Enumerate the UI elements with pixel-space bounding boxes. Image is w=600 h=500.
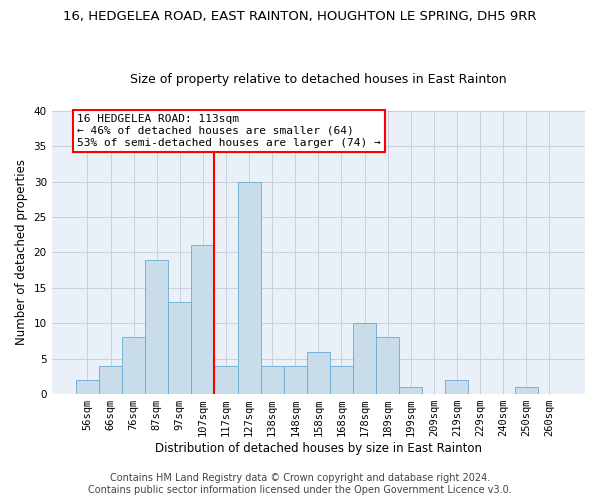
Bar xyxy=(168,302,191,394)
Y-axis label: Number of detached properties: Number of detached properties xyxy=(15,160,28,346)
Bar xyxy=(191,246,214,394)
Bar xyxy=(330,366,353,394)
Bar xyxy=(238,182,260,394)
Text: 16, HEDGELEA ROAD, EAST RAINTON, HOUGHTON LE SPRING, DH5 9RR: 16, HEDGELEA ROAD, EAST RAINTON, HOUGHTO… xyxy=(63,10,537,23)
Bar xyxy=(376,338,399,394)
Text: 16 HEDGELEA ROAD: 113sqm
← 46% of detached houses are smaller (64)
53% of semi-d: 16 HEDGELEA ROAD: 113sqm ← 46% of detach… xyxy=(77,114,381,148)
Bar xyxy=(260,366,284,394)
Bar xyxy=(515,387,538,394)
Bar xyxy=(307,352,330,394)
Bar xyxy=(399,387,422,394)
Bar xyxy=(445,380,469,394)
Bar xyxy=(99,366,122,394)
Bar xyxy=(122,338,145,394)
Bar xyxy=(353,324,376,394)
Bar xyxy=(145,260,168,394)
Text: Contains HM Land Registry data © Crown copyright and database right 2024.
Contai: Contains HM Land Registry data © Crown c… xyxy=(88,474,512,495)
Title: Size of property relative to detached houses in East Rainton: Size of property relative to detached ho… xyxy=(130,73,506,86)
Bar xyxy=(214,366,238,394)
X-axis label: Distribution of detached houses by size in East Rainton: Distribution of detached houses by size … xyxy=(155,442,482,455)
Bar xyxy=(76,380,99,394)
Bar xyxy=(284,366,307,394)
